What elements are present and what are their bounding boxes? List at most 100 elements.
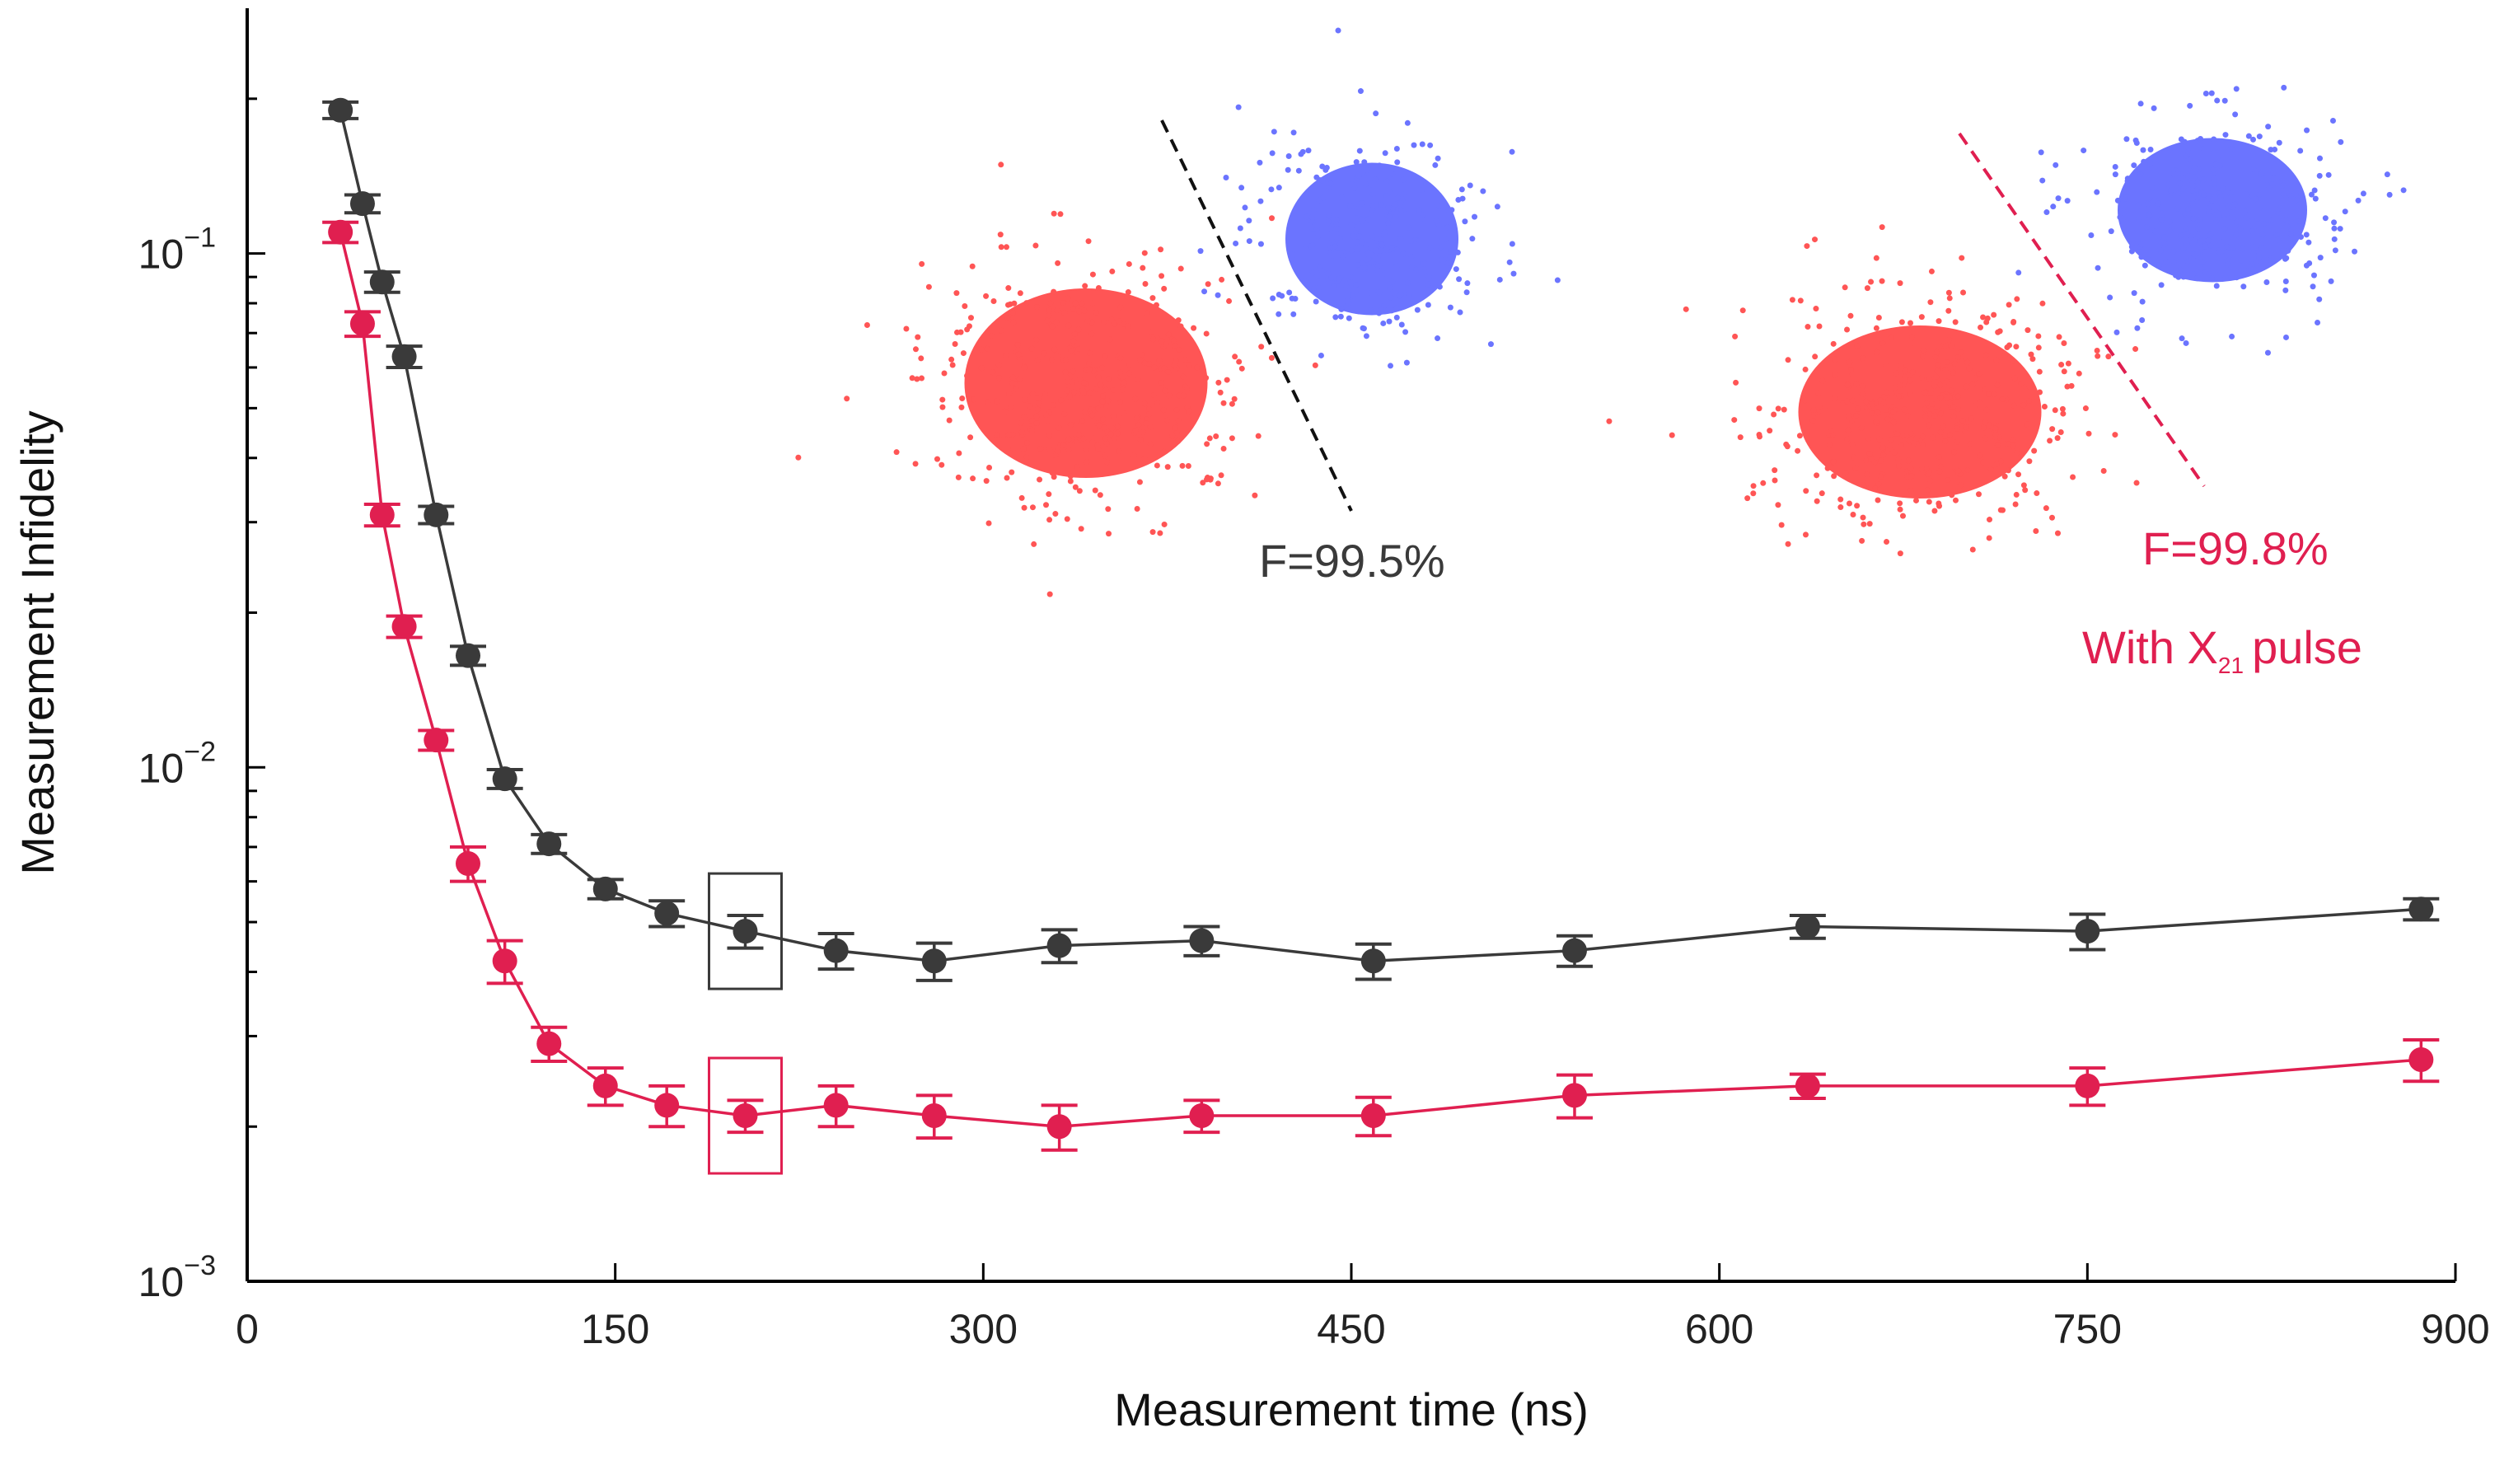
iq-ground-red-point — [2039, 300, 2046, 307]
iq-excited-black-point — [1311, 207, 1318, 213]
iq-ground-black-point — [967, 434, 974, 441]
iq-ground-red-point — [1980, 424, 1987, 431]
iq-excited-red-point — [2233, 86, 2240, 92]
iq-excited-red-point — [2211, 176, 2217, 182]
iq-ground-red-point — [2011, 375, 2018, 382]
iq-ground-black-point — [1146, 411, 1153, 418]
iq-excited-red-point — [2143, 224, 2150, 231]
iq-excited-black-point — [1246, 218, 1252, 224]
iq-ground-black-point — [1135, 376, 1141, 382]
iq-excited-red-point — [2189, 240, 2196, 246]
iq-excited-black-point — [1436, 203, 1443, 209]
iq-ground-black-point — [1079, 418, 1086, 424]
iq-excited-black-point — [1381, 230, 1388, 236]
iq-ground-black-point — [1160, 407, 1167, 414]
iq-ground-black-point — [1180, 373, 1187, 380]
iq-ground-black-point — [1018, 419, 1024, 426]
iq-ground-black-point — [1231, 396, 1238, 402]
iq-excited-red-point — [2195, 225, 2202, 232]
iq-ground-red-point — [1832, 372, 1838, 378]
iq-ground-red-point — [2061, 368, 2067, 375]
iq-ground-red-point — [1907, 466, 1914, 472]
iq-ground-black-point — [1175, 317, 1182, 324]
iq-excited-red-point — [2185, 173, 2192, 180]
iq-excited-black-point — [1313, 174, 1320, 180]
iq-ground-black-point — [1067, 478, 1074, 485]
iq-ground-red-point — [1904, 412, 1911, 419]
iq-ground-black-point — [978, 365, 985, 372]
iq-ground-red-point — [1846, 500, 1852, 507]
iq-excited-red-point — [2216, 234, 2223, 241]
iq-ground-black-point — [1029, 428, 1036, 434]
iq-excited-red-point — [2184, 258, 2191, 264]
iq-ground-black-point — [955, 474, 962, 480]
iq-excited-black-point — [1360, 169, 1366, 176]
iq-ground-red-point — [1846, 413, 1852, 419]
iq-ground-red-point — [1927, 299, 1934, 306]
iq-ground-black-point — [1016, 376, 1023, 382]
iq-excited-red-point — [2112, 163, 2118, 170]
iq-excited-black-point — [1374, 263, 1381, 269]
iq-ground-red-point — [1945, 289, 1952, 296]
iq-excited-red-point — [2254, 215, 2261, 222]
iq-ground-red-point — [2061, 340, 2067, 347]
iq-ground-black-point — [1170, 337, 1177, 344]
iq-ground-black-point — [1172, 343, 1178, 349]
iq-ground-red-point — [1932, 354, 1939, 361]
iq-excited-black-point — [1302, 278, 1308, 284]
iq-ground-red-point — [1875, 481, 1882, 488]
data-point — [536, 831, 562, 857]
iq-ground-red-point — [1928, 406, 1935, 413]
iq-excited-red-point — [2131, 162, 2137, 169]
iq-excited-black-point — [1331, 283, 1337, 289]
iq-ground-red-point — [1854, 343, 1861, 349]
iq-excited-black-point — [1387, 285, 1393, 292]
iq-ground-red-point — [1918, 374, 1925, 381]
iq-ground-black-point — [1190, 415, 1196, 422]
iq-excited-red-point — [2256, 255, 2263, 261]
iq-excited-red-point — [2296, 218, 2302, 224]
iq-excited-red-point — [2053, 162, 2059, 168]
iq-excited-red-point — [2155, 200, 2161, 207]
iq-ground-black-point — [925, 283, 932, 290]
iq-ground-black-point — [971, 396, 977, 403]
iq-ground-red-point — [2014, 449, 2020, 456]
iq-excited-black-point — [1389, 171, 1396, 177]
data-point — [921, 1103, 947, 1129]
iq-ground-red-point — [1964, 424, 1970, 431]
iq-ground-black-point — [1009, 309, 1016, 316]
iq-ground-black-point — [1175, 438, 1182, 444]
x-tick-label: 600 — [1685, 1306, 1753, 1352]
iq-ground-black-point — [909, 375, 915, 382]
iq-ground-red-point — [1951, 360, 1958, 367]
iq-ground-red-point — [1869, 410, 1875, 416]
iq-excited-red-point — [2240, 246, 2246, 252]
iq-ground-black-point — [1158, 246, 1164, 253]
data-point — [1046, 933, 1072, 958]
fidelity-label-red: F=99.8% — [2142, 522, 2329, 574]
iq-excited-black-point — [1447, 304, 1453, 311]
iq-excited-red-point — [2245, 268, 2251, 274]
iq-ground-black-point — [986, 465, 993, 471]
iq-excited-black-point — [1403, 359, 1410, 366]
iq-ground-black-point — [1077, 376, 1084, 382]
iq-excited-black-point — [1386, 213, 1393, 220]
iq-ground-black-point — [1081, 307, 1088, 314]
iq-ground-red-point — [1936, 318, 1942, 325]
iq-ground-red-point — [1804, 430, 1810, 437]
iq-ground-black-point — [1043, 502, 1050, 508]
iq-ground-red-point — [1831, 396, 1837, 402]
iq-ground-black-point — [1095, 446, 1102, 452]
iq-ground-black-point — [1175, 418, 1182, 424]
iq-excited-black-point — [1435, 155, 1441, 162]
iq-excited-red-point — [2249, 192, 2255, 199]
iq-ground-black-point — [1082, 283, 1088, 289]
iq-ground-red-point — [1937, 429, 1944, 436]
iq-ground-red-point — [1936, 468, 1943, 475]
iq-excited-black-point — [1447, 254, 1453, 260]
iq-ground-black-point — [1147, 424, 1154, 430]
iq-ground-red-point — [1946, 295, 1953, 302]
iq-excited-red-point — [2384, 171, 2390, 178]
iq-excited-red-point — [2256, 133, 2263, 140]
iq-ground-red-point — [2026, 383, 2033, 390]
